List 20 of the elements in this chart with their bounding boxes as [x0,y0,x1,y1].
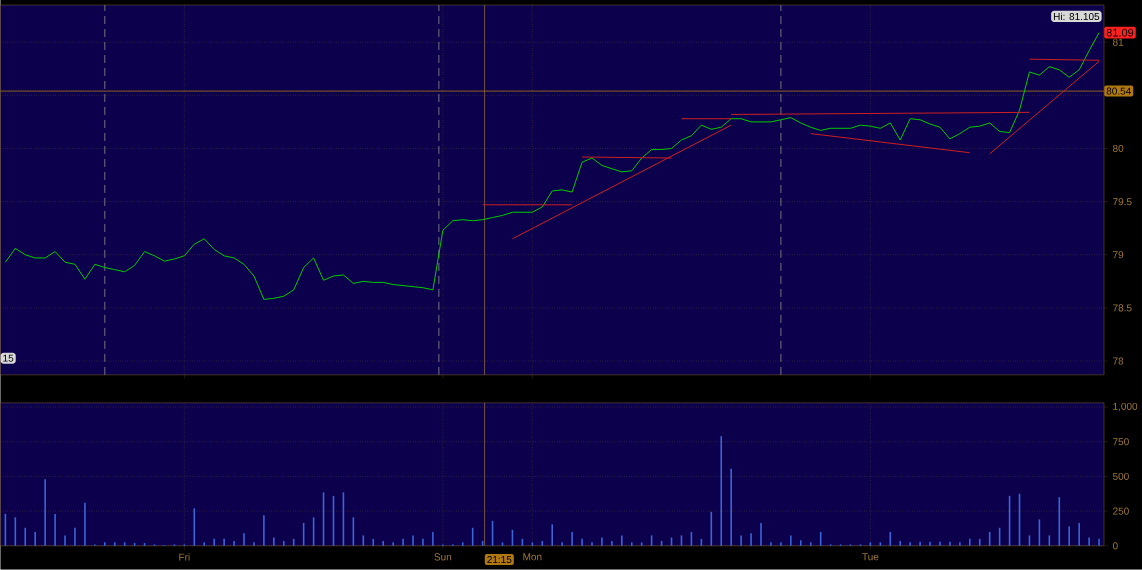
text: 21:15 [487,556,512,564]
y-tick-label: 0 [1112,542,1118,550]
y-tick-label: 80 [1113,145,1124,153]
annotation: 15 [3,354,14,362]
y-tick-label: 78.5 [1113,304,1132,312]
y-tick-label: 78 [1113,357,1124,365]
ref-line-label: 80.54 [1106,87,1131,95]
y-tick-label: 250 [1113,507,1129,515]
x-tick-label: Sun [434,553,452,561]
annotation: Hi: 81.105 [1053,12,1100,21]
y-tick-label: 79.5 [1113,198,1132,206]
x-tick-label: Mon [523,553,542,561]
x-tick-label: Tue [862,553,879,561]
y-tick-label: 79 [1113,251,1124,259]
y-tick-label: 500 [1112,472,1129,481]
y-tick-label: 750 [1113,438,1129,446]
y-tick-label: 1,000 [1113,402,1138,412]
annotation: 81.09 [1106,28,1134,37]
y-tick-label: 81 [1113,38,1124,46]
x-tick-label: Fri [179,553,190,561]
